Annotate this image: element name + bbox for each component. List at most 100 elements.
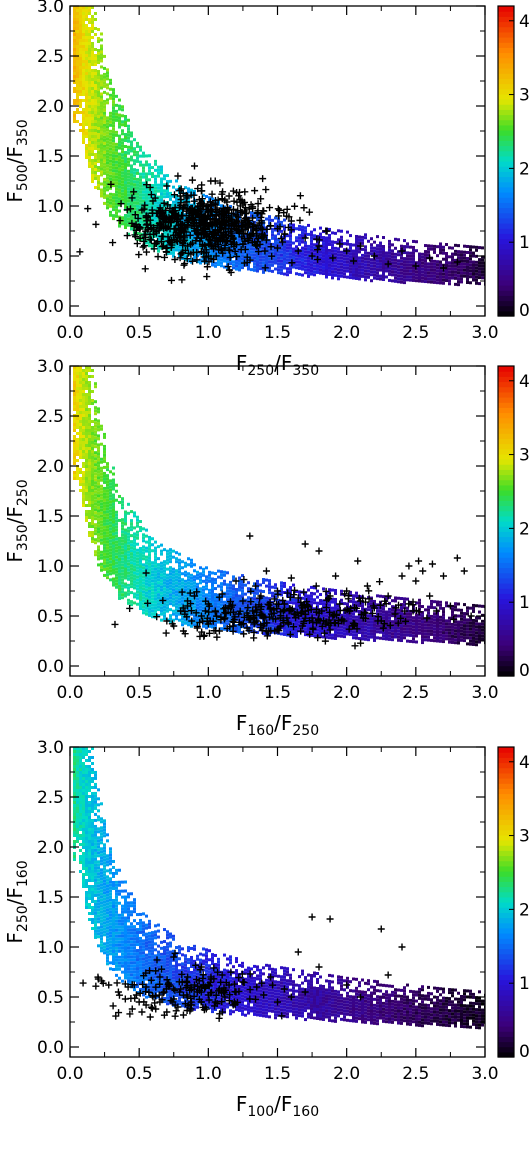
data-point <box>308 252 316 260</box>
data-point <box>225 222 233 230</box>
colorbar-tick-label: 0 <box>519 301 530 321</box>
data-point <box>260 622 268 630</box>
data-point <box>183 1006 191 1014</box>
data-point <box>326 592 334 600</box>
data-point <box>231 613 239 621</box>
data-point <box>381 597 389 605</box>
data-point <box>186 986 194 994</box>
data-point <box>199 974 207 982</box>
data-point <box>322 604 330 612</box>
data-point <box>193 988 201 996</box>
data-point <box>295 612 303 620</box>
data-point <box>141 265 149 273</box>
data-point <box>143 181 151 189</box>
data-point <box>131 211 139 219</box>
x-tick-label: 0.0 <box>56 1064 83 1084</box>
data-point <box>257 224 265 232</box>
data-point <box>252 241 260 249</box>
data-point <box>222 225 230 233</box>
data-point <box>114 988 122 996</box>
data-point <box>177 201 185 209</box>
data-point <box>188 176 196 184</box>
data-point <box>149 993 157 1001</box>
data-point <box>180 261 188 269</box>
data-point <box>174 1003 182 1011</box>
data-point <box>254 200 262 208</box>
data-point <box>207 202 215 210</box>
data-point <box>229 205 237 213</box>
data-point <box>186 209 194 217</box>
data-point <box>322 227 330 235</box>
data-point <box>433 607 441 615</box>
colorbar-tick-label: 3 <box>519 827 530 847</box>
data-point <box>126 604 134 612</box>
data-point <box>265 613 273 621</box>
data-point <box>243 624 251 632</box>
data-point <box>193 624 201 632</box>
data-point <box>247 587 255 595</box>
data-point <box>312 582 320 590</box>
data-point <box>205 258 213 266</box>
data-point <box>428 560 436 568</box>
x-tick-label: 1.5 <box>264 683 291 703</box>
data-point <box>244 237 252 245</box>
data-point <box>398 247 406 255</box>
data-point <box>179 232 187 240</box>
data-point <box>188 214 196 222</box>
data-point <box>230 980 238 988</box>
data-point <box>286 605 294 613</box>
data-point <box>215 217 223 225</box>
data-point <box>253 617 261 625</box>
data-point <box>194 211 202 219</box>
data-point <box>290 591 298 599</box>
data-point <box>166 237 174 245</box>
data-point <box>171 949 179 957</box>
data-point <box>291 586 299 594</box>
data-point <box>235 974 243 982</box>
data-point <box>377 617 385 625</box>
data-point <box>179 205 187 213</box>
data-point <box>246 995 254 1003</box>
x-tick-label: 0.0 <box>56 323 83 343</box>
data-point <box>220 219 228 227</box>
data-point <box>325 621 333 629</box>
data-point <box>287 574 295 582</box>
data-point <box>219 249 227 257</box>
data-point <box>255 248 263 256</box>
data-point <box>309 624 317 632</box>
data-point <box>222 986 230 994</box>
x-axis-label: F160/F250 <box>236 711 319 739</box>
data-point <box>254 209 262 217</box>
colorbar-tick-label: 1 <box>519 593 530 613</box>
data-point <box>152 967 160 975</box>
data-point <box>315 963 323 971</box>
data-point <box>200 632 208 640</box>
data-point <box>184 223 192 231</box>
data-point <box>173 236 181 244</box>
data-point <box>105 981 113 989</box>
data-point <box>123 206 131 214</box>
data-point <box>192 609 200 617</box>
data-point <box>128 194 136 202</box>
data-point <box>274 205 282 213</box>
data-point <box>275 212 283 220</box>
data-point <box>359 614 367 622</box>
data-point <box>391 610 399 618</box>
data-point <box>158 208 166 216</box>
data-point <box>138 1008 146 1016</box>
data-point <box>197 234 205 242</box>
data-point <box>187 983 195 991</box>
x-axis: 0.0 0.5 1.0 1.5 2.0 2.5 3.0 <box>56 6 499 343</box>
y-axis: 0.0 0.5 1.0 1.5 2.0 2.5 3.0 <box>37 357 485 677</box>
y-axis-label: F350/F250 <box>3 479 31 562</box>
data-point <box>253 242 261 250</box>
data-point <box>192 961 200 969</box>
data-point <box>241 198 249 206</box>
data-point <box>159 596 167 604</box>
y-tick-label: 1.0 <box>37 197 64 217</box>
data-point <box>221 614 229 622</box>
data-point <box>133 240 141 248</box>
x-tick-label: 2.0 <box>333 323 360 343</box>
data-point <box>453 258 461 266</box>
data-point <box>176 988 184 996</box>
